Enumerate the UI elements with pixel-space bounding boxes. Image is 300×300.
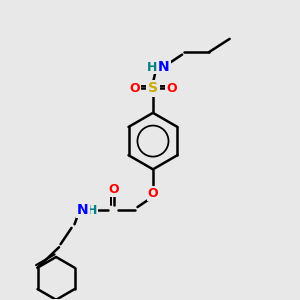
Text: H: H	[147, 61, 157, 74]
Text: O: O	[129, 82, 140, 95]
Text: O: O	[108, 183, 119, 196]
Text: S: S	[148, 82, 158, 95]
Text: O: O	[148, 187, 158, 200]
Text: O: O	[166, 82, 177, 95]
Text: H: H	[87, 203, 98, 217]
Text: N: N	[158, 60, 170, 74]
Text: N: N	[77, 203, 88, 217]
